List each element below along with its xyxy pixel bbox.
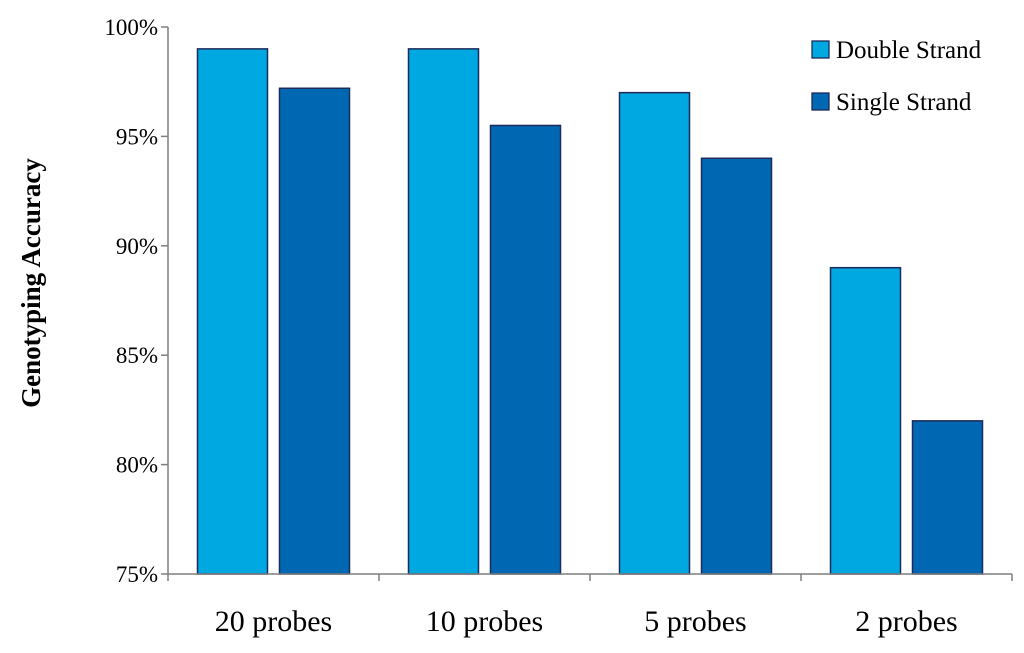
x-axis: 20 probes 10 probes 5 probes 2 probes — [167, 573, 1013, 638]
bar-single-strand-20-probes — [278, 87, 351, 575]
y-tick-label: 100% — [104, 15, 158, 40]
x-tick-label: 5 probes — [644, 605, 746, 638]
bar-single-strand-2-probes — [911, 420, 984, 575]
bar-double-strand-2-probes — [829, 266, 902, 575]
bar-double-strand-5-probes — [618, 91, 691, 575]
y-tick-label: 80% — [116, 453, 158, 478]
legend-swatch-single-strand — [811, 92, 830, 111]
bar-single-strand-10-probes — [489, 124, 562, 575]
bars-group — [196, 48, 984, 575]
legend-label-single-strand: Single Strand — [836, 89, 972, 116]
bar-double-strand-10-probes — [407, 48, 480, 575]
x-tick-label: 2 probes — [855, 605, 957, 638]
x-tick-label: 20 probes — [215, 605, 332, 638]
legend-label-double-strand: Double Strand — [836, 37, 982, 64]
y-tick-label: 95% — [116, 124, 158, 149]
legend: Double Strand Single Strand — [811, 37, 982, 116]
bar-double-strand-20-probes — [196, 48, 269, 575]
x-tick-label: 10 probes — [426, 605, 543, 638]
y-tick-label: 90% — [116, 234, 158, 259]
y-tick-label: 75% — [116, 562, 158, 587]
y-axis-label: Genotyping Accuracy — [16, 158, 46, 408]
y-tick-label: 85% — [116, 343, 158, 368]
y-axis: 75% 80% 85% 90% 95% 100% — [104, 15, 169, 587]
bar-single-strand-5-probes — [700, 157, 773, 575]
legend-swatch-double-strand — [811, 40, 830, 59]
